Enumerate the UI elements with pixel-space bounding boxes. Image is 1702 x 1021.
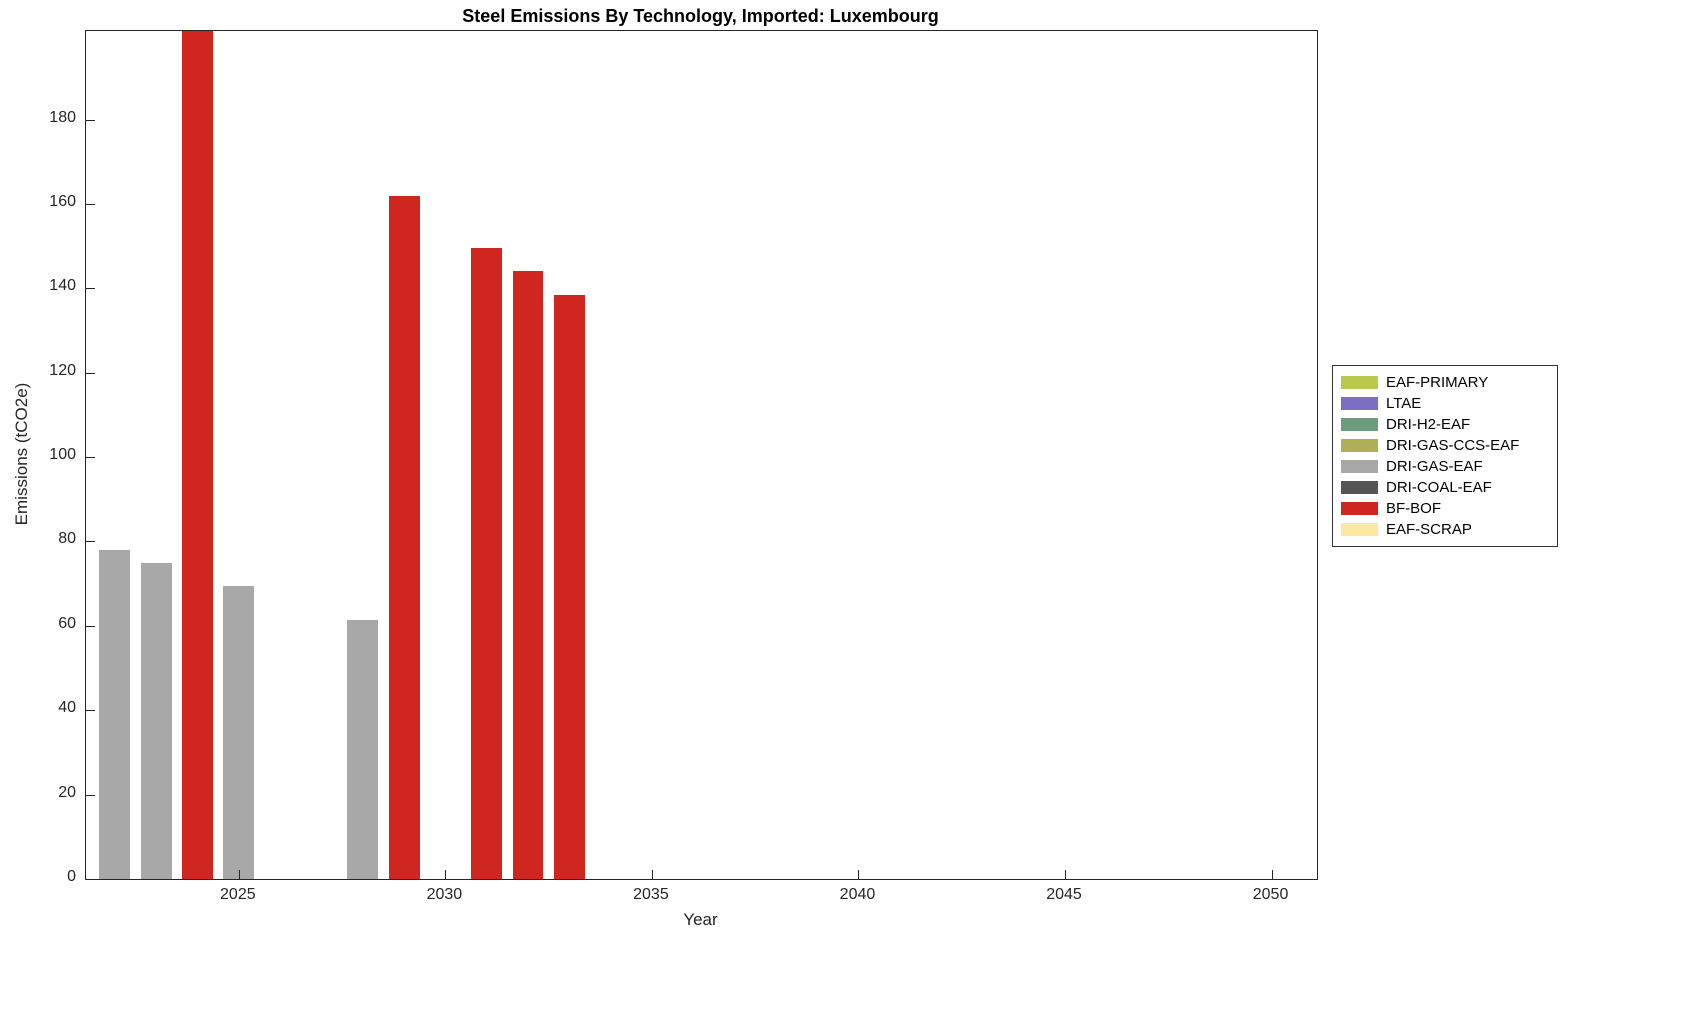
x-tick-mark [651, 870, 653, 879]
legend-label: DRI-H2-EAF [1386, 416, 1471, 433]
bar-BF-BOF-2029 [388, 195, 420, 879]
x-tick-mark [1065, 870, 1067, 879]
plot-area [85, 30, 1318, 880]
legend-item-BF-BOF: BF-BOF [1341, 498, 1549, 519]
bar-DRI-GAS-EAF-2028 [347, 619, 379, 879]
y-tick-mark [86, 372, 95, 374]
y-tick-label: 40 [58, 699, 76, 717]
x-tick-mark [858, 870, 860, 879]
chart-title: Steel Emissions By Technology, Imported:… [462, 6, 939, 26]
y-tick-label: 140 [49, 277, 76, 295]
legend-swatch-icon [1341, 397, 1378, 410]
bar-BF-BOF-2024 [182, 31, 213, 879]
legend-item-DRI-GAS-EAF: DRI-GAS-EAF [1341, 456, 1549, 477]
y-tick-label: 120 [49, 361, 76, 379]
y-tick-mark [86, 625, 95, 627]
y-tick-mark [86, 119, 95, 121]
y-tick-mark [86, 794, 95, 796]
legend-item-EAF-PRIMARY: EAF-PRIMARY [1341, 372, 1549, 393]
legend-item-DRI-H2-EAF: DRI-H2-EAF [1341, 414, 1549, 435]
x-tick-mark [1271, 870, 1273, 879]
y-tick-label: 160 [49, 192, 76, 210]
legend-swatch-icon [1341, 481, 1378, 494]
y-tick-mark [86, 710, 95, 712]
legend-item-DRI-GAS-CCS-EAF: DRI-GAS-CCS-EAF [1341, 435, 1549, 456]
bar-BF-BOF-2031 [471, 248, 503, 879]
x-tick-mark [238, 870, 240, 879]
x-tick-label: 2035 [633, 886, 669, 903]
legend-swatch-icon [1341, 376, 1378, 389]
legend-label: LTAE [1386, 395, 1422, 412]
x-tick-label: 2050 [1252, 886, 1289, 903]
x-axis-label: Year [683, 910, 718, 929]
legend-item-LTAE: LTAE [1341, 393, 1549, 414]
bar-BF-BOF-2033 [553, 294, 585, 879]
y-tick-label: 20 [58, 783, 76, 801]
legend-label: DRI-GAS-EAF [1386, 458, 1483, 475]
legend-swatch-icon [1341, 439, 1378, 452]
bar-DRI-GAS-EAF-2025 [223, 585, 255, 879]
x-tick-label: 2025 [220, 886, 256, 903]
y-tick-label: 0 [67, 868, 76, 885]
legend-item-DRI-COAL-EAF: DRI-COAL-EAF [1341, 477, 1549, 498]
bar-DRI-GAS-EAF-2022 [99, 549, 131, 879]
x-tick-label: 2030 [426, 886, 463, 903]
bar-DRI-GAS-EAF-2023 [140, 562, 172, 879]
bar-BF-BOF-2032 [512, 271, 544, 879]
x-tick-label: 2045 [1046, 886, 1082, 903]
x-tick-label: 2040 [839, 886, 876, 903]
legend-label: DRI-COAL-EAF [1386, 479, 1492, 496]
y-tick-mark [86, 457, 95, 459]
y-tick-mark [86, 879, 95, 880]
y-tick-label: 100 [49, 446, 76, 464]
legend-label: EAF-PRIMARY [1386, 374, 1489, 391]
legend-label: DRI-GAS-CCS-EAF [1386, 437, 1520, 454]
legend: EAF-PRIMARY LTAE DRI-H2-EAF DRI-GAS-CCS-EAF… [1332, 365, 1558, 547]
y-tick-label: 180 [49, 108, 76, 126]
legend-swatch-icon [1341, 502, 1378, 515]
y-tick-mark [86, 541, 95, 543]
legend-swatch-icon [1341, 523, 1378, 536]
y-tick-label: 80 [58, 530, 76, 548]
legend-label: EAF-SCRAP [1386, 521, 1472, 538]
x-tick-mark [445, 870, 447, 879]
legend-swatch-icon [1341, 418, 1378, 431]
y-tick-label: 60 [58, 614, 76, 632]
y-tick-mark [86, 203, 95, 205]
y-tick-mark [86, 288, 95, 290]
legend-swatch-icon [1341, 460, 1378, 473]
legend-item-EAF-SCRAP: EAF-SCRAP [1341, 519, 1549, 540]
legend-label: BF-BOF [1386, 500, 1441, 517]
